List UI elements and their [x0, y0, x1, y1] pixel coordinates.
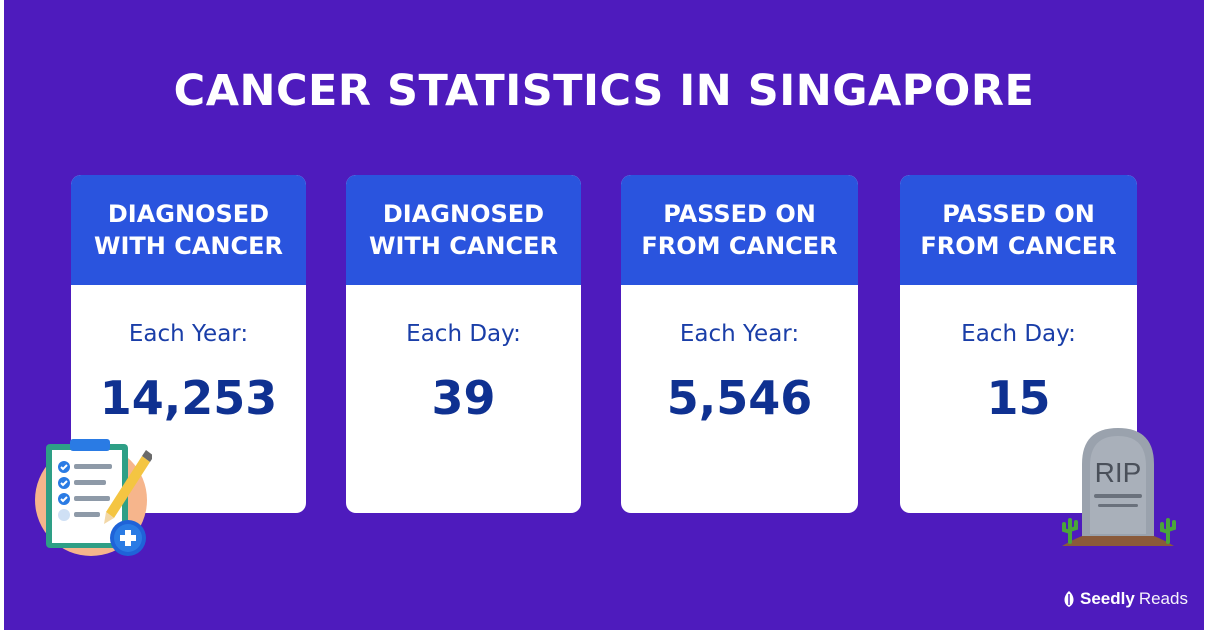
- card-value: 5,546: [666, 371, 813, 425]
- stat-card-passed-day: PASSED ON FROM CANCER Each Day: 15: [900, 175, 1137, 513]
- card-period: Each Day:: [406, 321, 521, 347]
- card-value: 15: [986, 371, 1051, 425]
- infographic-frame: CANCER STATISTICS IN SINGAPORE DIAGNOSED…: [4, 0, 1204, 630]
- medical-clipboard-icon: [35, 439, 152, 556]
- tombstone-text: RIP: [1095, 457, 1142, 488]
- card-period: Each Year:: [679, 321, 800, 347]
- card-heading: DIAGNOSED WITH CANCER: [346, 175, 581, 285]
- card-heading: PASSED ON FROM CANCER: [900, 175, 1137, 285]
- card-period: Each Day:: [961, 321, 1076, 347]
- card-value: 14,253: [99, 371, 278, 425]
- seedly-reads-logo: Seedly Reads: [1062, 589, 1188, 609]
- stat-card-passed-year: PASSED ON FROM CANCER Each Year: 5,546: [621, 175, 858, 513]
- brand-name: Seedly: [1080, 589, 1135, 608]
- tombstone-icon: RIP: [1062, 428, 1176, 546]
- card-heading: DIAGNOSED WITH CANCER: [71, 175, 306, 285]
- card-heading: PASSED ON FROM CANCER: [621, 175, 858, 285]
- brand-suffix: Reads: [1138, 589, 1188, 608]
- stat-card-diagnosed-day: DIAGNOSED WITH CANCER Each Day: 39: [346, 175, 581, 513]
- stat-card-diagnosed-year: DIAGNOSED WITH CANCER Each Year: 14,253: [71, 175, 306, 513]
- seed-icon: [1064, 591, 1074, 607]
- card-value: 39: [431, 371, 496, 425]
- card-period: Each Year:: [128, 321, 249, 347]
- page-title: CANCER STATISTICS IN SINGAPORE: [173, 66, 1035, 116]
